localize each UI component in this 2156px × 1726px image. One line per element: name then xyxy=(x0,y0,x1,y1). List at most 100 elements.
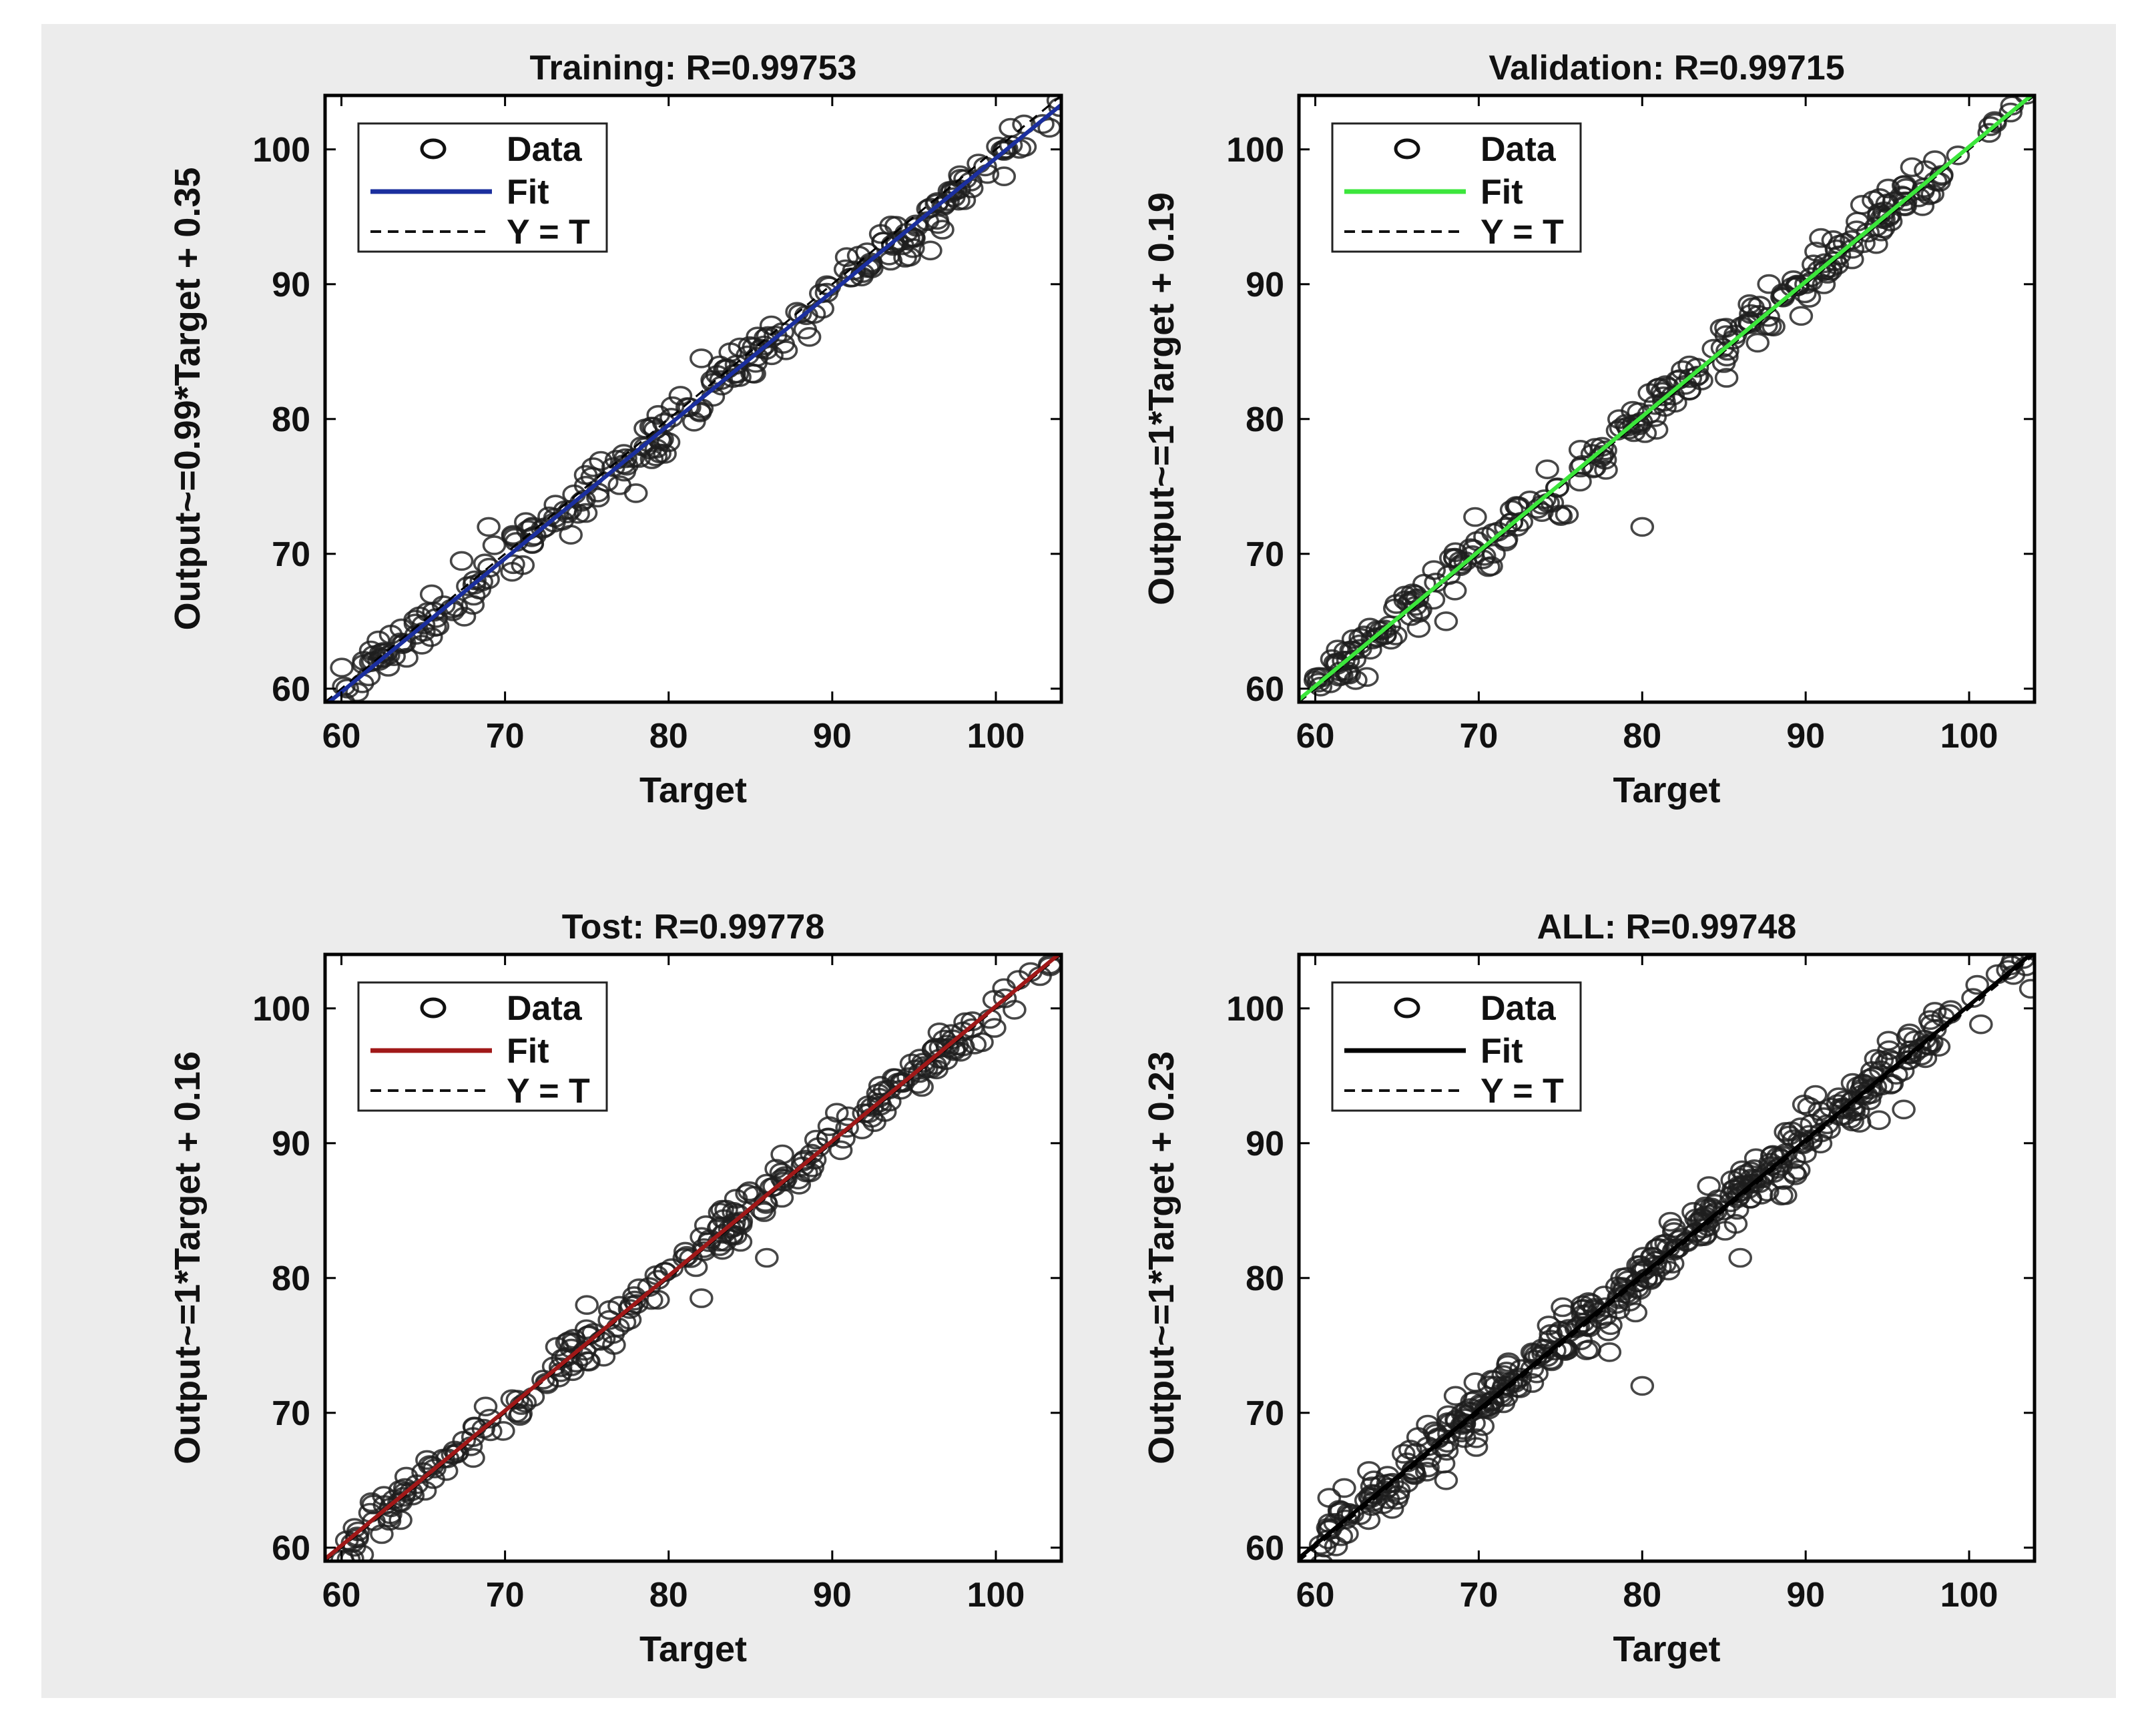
data-point xyxy=(1728,1247,1752,1268)
data-point xyxy=(1876,1031,1901,1051)
legend-box xyxy=(357,981,608,1112)
data-point xyxy=(2018,978,2035,999)
x-tick-label: 70 xyxy=(1459,1576,1498,1615)
data-point xyxy=(1694,1198,1718,1219)
legend-label-fit: Fit xyxy=(1480,173,1523,212)
data-point xyxy=(1738,1161,1763,1181)
data-point xyxy=(623,483,648,503)
data-point xyxy=(682,411,706,432)
data-point xyxy=(1594,1297,1618,1318)
data-point xyxy=(1739,304,1763,324)
axes-frame xyxy=(323,93,1063,704)
data-point xyxy=(918,198,942,218)
data-point xyxy=(1533,489,1557,509)
y-tick-label: 80 xyxy=(272,400,310,439)
data-point xyxy=(1930,165,1954,185)
data-point xyxy=(1434,611,1458,631)
data-point xyxy=(1479,556,1503,577)
data-point xyxy=(862,1112,886,1132)
data-point xyxy=(1523,1350,1547,1370)
data-point xyxy=(1464,1437,1489,1457)
data-point xyxy=(645,1289,670,1310)
x-tick-label: 60 xyxy=(1296,717,1335,756)
data-point xyxy=(1358,617,1382,638)
data-point xyxy=(1403,595,1428,616)
data-point xyxy=(431,1448,455,1469)
data-point xyxy=(548,1357,573,1378)
data-point xyxy=(619,1296,643,1316)
data-point xyxy=(1770,1185,1794,1206)
y-tick-label: 90 xyxy=(1246,266,1284,304)
data-point xyxy=(1784,1165,1808,1185)
data-point xyxy=(345,1526,369,1546)
data-point xyxy=(452,607,477,627)
data-point xyxy=(692,1238,716,1258)
data-point xyxy=(1827,245,1852,266)
data-point xyxy=(1597,1342,1622,1362)
data-point xyxy=(729,1211,754,1231)
data-point xyxy=(1978,116,2002,136)
data-point xyxy=(1003,1000,1027,1020)
data-point xyxy=(1405,588,1430,609)
data-point xyxy=(1477,1376,1501,1396)
data-point xyxy=(1998,102,2023,123)
x-axis-label: Target xyxy=(639,1629,747,1669)
x-tick-label: 70 xyxy=(486,717,525,756)
data-point xyxy=(884,216,908,236)
data-point xyxy=(376,657,400,677)
y-tick-label: 80 xyxy=(1246,1259,1284,1298)
data-point xyxy=(537,506,561,527)
fit-line xyxy=(1299,954,2035,1560)
data-point xyxy=(1448,554,1473,575)
legend-marker-data xyxy=(420,138,447,160)
data-point xyxy=(1358,1486,1382,1507)
y-axis-label: Output~=1*Target + 0.16 xyxy=(168,1051,208,1464)
data-point xyxy=(970,1032,994,1053)
data-point xyxy=(1443,1386,1468,1406)
data-point xyxy=(332,676,356,697)
data-point xyxy=(575,1295,599,1315)
data-point xyxy=(1863,1077,1888,1097)
legend-label-identity: Y = T xyxy=(507,1072,590,1111)
y-axis-label: Output~=1*Target + 0.19 xyxy=(1141,192,1181,605)
data-point xyxy=(858,252,883,273)
legend-label-identity: Y = T xyxy=(1480,1072,1564,1111)
plot-content xyxy=(325,954,1061,1561)
data-point xyxy=(1545,477,1570,498)
y-tick-label: 60 xyxy=(1246,670,1284,709)
data-point xyxy=(1633,1259,1657,1279)
data-point xyxy=(1386,1480,1411,1500)
x-tick-label: 100 xyxy=(1940,1576,1998,1615)
data-point xyxy=(1715,340,1739,361)
data-point xyxy=(1348,639,1372,659)
data-point xyxy=(1392,1444,1416,1464)
axes-frame xyxy=(1297,93,2037,704)
y-tick-label: 60 xyxy=(1246,1529,1284,1568)
x-tick-label: 60 xyxy=(322,717,361,756)
data-point xyxy=(1714,368,1739,388)
data-point xyxy=(1564,1318,1589,1338)
plot-content xyxy=(1299,95,2035,702)
data-point xyxy=(712,1223,736,1244)
data-point xyxy=(1539,1324,1563,1344)
data-point xyxy=(907,1063,932,1083)
data-point xyxy=(1571,1313,1595,1333)
data-point xyxy=(1384,625,1408,645)
data-point xyxy=(1794,274,1818,294)
legend-label-data: Data xyxy=(507,989,583,1028)
data-point xyxy=(1840,249,1864,270)
data-point xyxy=(1452,1413,1476,1433)
data-point xyxy=(477,517,501,537)
data-point xyxy=(1660,1253,1685,1273)
plot-panel-1: 60 70 80 90 100 60 70 80 90 100 Training: R=0.9975… xyxy=(168,49,1063,810)
data-point xyxy=(545,1337,569,1357)
legend-label-fit: Fit xyxy=(507,1032,549,1071)
data-point xyxy=(925,192,950,212)
x-axis-label: Target xyxy=(1613,770,1720,810)
data-point xyxy=(1720,1170,1744,1190)
data-point xyxy=(1804,1085,1828,1105)
x-tick-label: 90 xyxy=(813,1576,852,1615)
y-tick-label: 70 xyxy=(1246,535,1284,574)
x-tick-label: 80 xyxy=(649,1576,688,1615)
